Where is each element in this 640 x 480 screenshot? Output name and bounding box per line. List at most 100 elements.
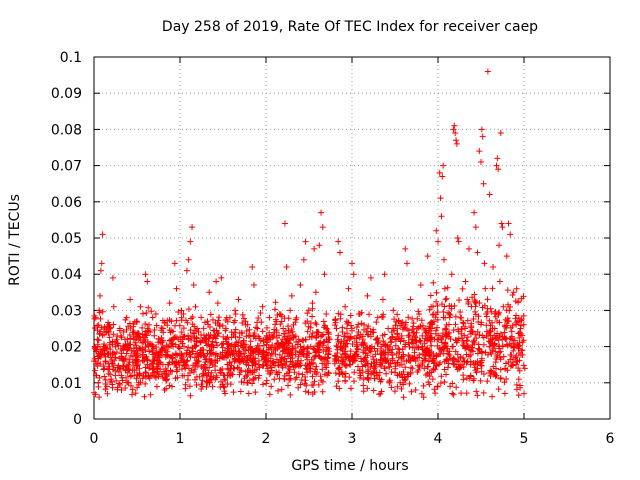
data-point bbox=[353, 343, 360, 350]
data-point bbox=[451, 361, 458, 368]
data-point bbox=[373, 319, 380, 326]
data-point bbox=[283, 263, 290, 270]
data-point bbox=[143, 310, 150, 317]
data-point bbox=[270, 359, 277, 366]
data-point bbox=[405, 314, 412, 321]
data-point bbox=[448, 271, 455, 278]
data-point bbox=[417, 337, 424, 344]
data-point bbox=[220, 371, 227, 378]
data-point bbox=[134, 362, 141, 369]
data-point bbox=[235, 296, 242, 303]
data-point bbox=[410, 355, 417, 362]
data-point bbox=[350, 378, 357, 385]
data-point bbox=[377, 361, 384, 368]
data-point bbox=[185, 332, 192, 339]
data-point bbox=[243, 328, 250, 335]
data-point bbox=[427, 324, 434, 331]
data-point bbox=[242, 341, 249, 348]
data-point bbox=[335, 332, 342, 339]
data-point bbox=[513, 321, 520, 328]
data-point bbox=[415, 344, 422, 351]
data-point bbox=[374, 340, 381, 347]
data-point bbox=[396, 346, 403, 353]
data-point bbox=[503, 307, 510, 314]
data-point bbox=[402, 245, 409, 252]
data-point bbox=[513, 285, 520, 292]
data-point bbox=[309, 300, 316, 307]
data-point bbox=[202, 356, 209, 363]
data-point bbox=[119, 355, 126, 362]
data-point bbox=[311, 245, 318, 252]
data-point bbox=[427, 292, 434, 299]
data-point bbox=[424, 253, 431, 260]
data-point bbox=[500, 353, 507, 360]
data-point bbox=[521, 390, 527, 397]
data-point bbox=[142, 373, 149, 380]
data-point bbox=[441, 285, 448, 292]
data-point bbox=[451, 122, 458, 129]
data-point bbox=[360, 342, 367, 349]
data-point bbox=[247, 338, 254, 345]
data-point bbox=[278, 340, 285, 347]
x-tick-label: 5 bbox=[520, 431, 529, 447]
data-point bbox=[493, 162, 500, 169]
data-point bbox=[503, 324, 510, 331]
data-point bbox=[173, 317, 180, 324]
data-point bbox=[389, 346, 396, 353]
data-point bbox=[176, 345, 183, 352]
data-point bbox=[520, 362, 527, 369]
data-point bbox=[305, 389, 312, 396]
data-point bbox=[200, 365, 207, 372]
data-point bbox=[199, 377, 206, 384]
data-point bbox=[378, 313, 385, 320]
data-point bbox=[225, 366, 232, 373]
data-point bbox=[501, 390, 508, 397]
data-point bbox=[316, 346, 323, 353]
data-point bbox=[392, 363, 399, 370]
data-point bbox=[391, 316, 398, 323]
data-point bbox=[180, 311, 187, 318]
data-point bbox=[166, 327, 173, 334]
data-point bbox=[272, 351, 279, 358]
data-point bbox=[342, 370, 349, 377]
data-point bbox=[99, 231, 106, 238]
data-point bbox=[158, 346, 165, 353]
data-point bbox=[300, 256, 307, 263]
y-tick-label: 0.06 bbox=[51, 195, 82, 211]
data-point bbox=[371, 367, 378, 374]
data-point bbox=[336, 364, 343, 371]
data-point bbox=[91, 389, 98, 396]
data-point bbox=[502, 365, 509, 372]
y-tick-label: 0.1 bbox=[60, 50, 82, 66]
data-point bbox=[437, 359, 444, 366]
data-point bbox=[335, 238, 342, 245]
data-point bbox=[236, 350, 243, 357]
data-point bbox=[421, 365, 428, 372]
data-point bbox=[227, 342, 234, 349]
data-point bbox=[139, 310, 146, 317]
data-point bbox=[242, 347, 249, 354]
data-point bbox=[181, 333, 188, 340]
data-point bbox=[106, 334, 113, 341]
data-point bbox=[487, 373, 494, 380]
data-point bbox=[260, 342, 267, 349]
data-point bbox=[364, 352, 371, 359]
data-point bbox=[152, 311, 159, 318]
data-point bbox=[274, 371, 281, 378]
data-point bbox=[336, 249, 343, 256]
data-point bbox=[497, 330, 504, 337]
data-point bbox=[510, 347, 517, 354]
data-point bbox=[159, 338, 166, 345]
data-point bbox=[125, 366, 132, 373]
data-point bbox=[487, 322, 494, 329]
data-point bbox=[167, 367, 174, 374]
data-point bbox=[464, 334, 471, 341]
data-point bbox=[415, 367, 422, 374]
data-point bbox=[285, 340, 292, 347]
data-point bbox=[312, 289, 319, 296]
grid-lines bbox=[94, 57, 610, 419]
data-point bbox=[104, 390, 111, 397]
data-point bbox=[376, 369, 383, 376]
data-point bbox=[380, 341, 387, 348]
data-point bbox=[101, 351, 108, 358]
